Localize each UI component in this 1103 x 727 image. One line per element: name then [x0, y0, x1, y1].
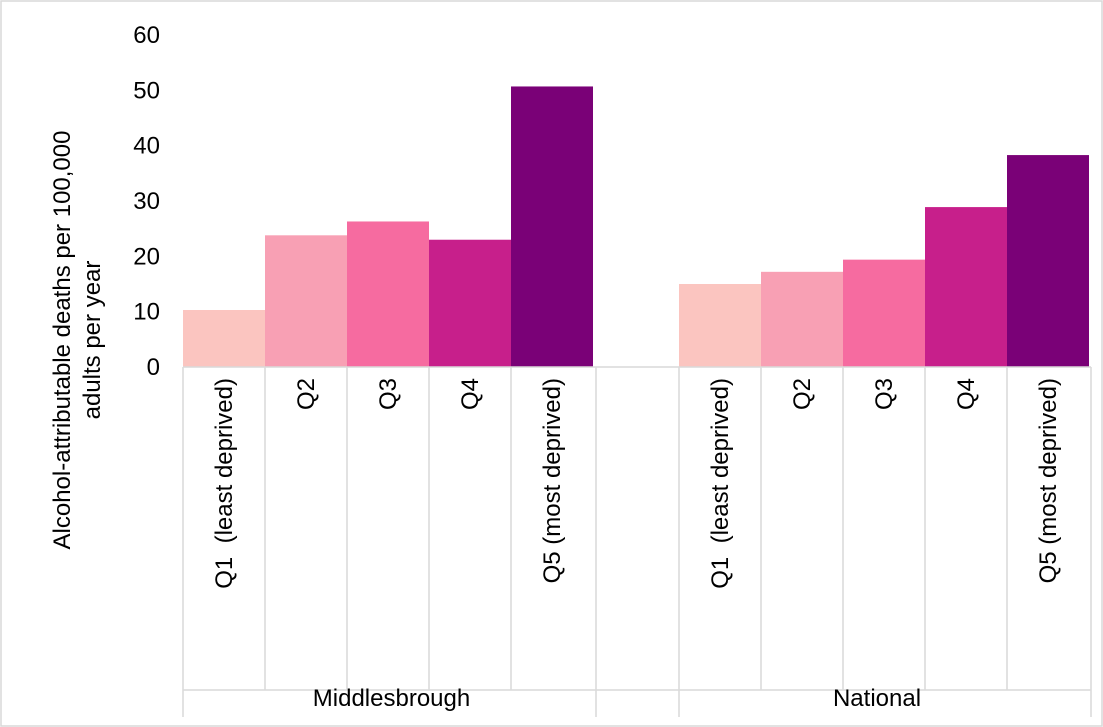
category-label: Q4: [457, 378, 484, 410]
y-axis-title-line-1: Alcohol-attributable deaths per 100,000: [49, 131, 76, 550]
category-label: Q2: [789, 378, 816, 410]
category-label: Q3: [375, 378, 402, 410]
y-tick-label: 30: [133, 188, 160, 215]
y-tick-label: 50: [133, 77, 160, 104]
bars: [183, 86, 1089, 368]
bar: [511, 86, 593, 368]
y-tick-label: 60: [133, 22, 160, 49]
bar: [183, 310, 265, 367]
y-tick-label: 40: [133, 133, 160, 160]
group-label: Middlesbrough: [313, 685, 470, 712]
y-tick-label: 20: [133, 243, 160, 270]
bar: [925, 207, 1007, 367]
x-axis-lines: [182, 366, 1092, 717]
y-tick-label: 0: [147, 354, 160, 381]
y-axis-title-line-2: adults per year: [79, 261, 106, 420]
category-labels: Q1 (least deprived) Q2 Q3 Q4 Q5 (most depriv…: [211, 378, 1062, 589]
y-tick-label: 10: [133, 299, 160, 326]
category-label: Q3: [871, 378, 898, 410]
category-label: Q5 (most deprived): [539, 378, 566, 583]
group-labels: Middlesbrough National: [313, 685, 921, 712]
bar: [265, 235, 347, 367]
category-label: Q1 (least deprived): [707, 378, 734, 589]
category-label: Q5 (most deprived): [1035, 378, 1062, 583]
group-label: National: [833, 685, 921, 712]
y-axis-title: Alcohol-attributable deaths per 100,000 …: [49, 131, 106, 550]
y-axis-ticks: 0 10 20 30 40 50 60: [133, 22, 160, 381]
category-label: Q2: [293, 378, 320, 410]
bar: [429, 239, 511, 367]
category-label: Q1 (least deprived): [211, 378, 238, 589]
bar: [347, 221, 429, 367]
bar: [679, 284, 761, 367]
bar: [843, 259, 925, 367]
category-label: Q4: [953, 378, 980, 410]
bar: [761, 271, 843, 367]
bar: [1007, 155, 1089, 367]
